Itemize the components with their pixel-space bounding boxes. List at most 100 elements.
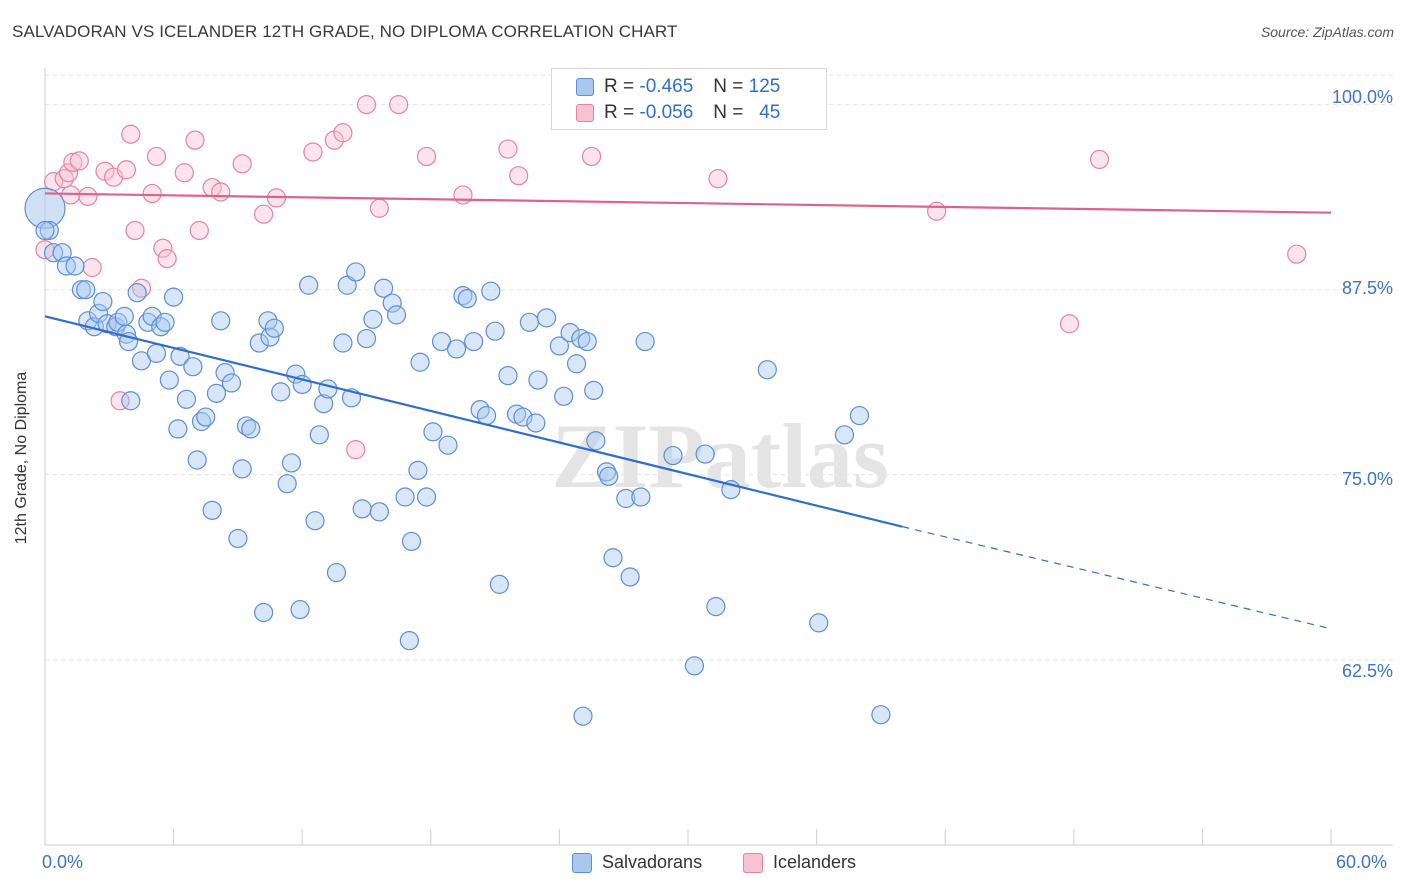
icelander-point: [1089, 149, 1110, 170]
icelander-point: [110, 391, 130, 411]
legend-row-icelanders: R = -0.056 N = 45: [576, 101, 780, 125]
salvadoran-point: [573, 706, 593, 726]
salvadoran-point: [408, 460, 428, 480]
salvadoran-point: [416, 487, 437, 507]
y-tick-label-75: 75.0%: [1341, 469, 1393, 489]
r-value: -0.056: [639, 102, 694, 123]
salvadoran-point: [326, 562, 347, 583]
salvadoran-point: [211, 311, 231, 331]
salvadoran-point: [260, 327, 280, 347]
icelander-point: [82, 257, 102, 278]
salvadoran-point: [333, 333, 353, 353]
icelander-point: [927, 201, 947, 221]
salvadorans-swatch: [576, 78, 594, 96]
salvadoran-point: [684, 656, 705, 676]
salvadoran-point: [65, 256, 85, 276]
icelander-point: [189, 220, 209, 241]
salvadoran-point: [71, 280, 92, 300]
icelanders-legend-label: Icelanders: [773, 852, 857, 872]
salvadoran-point: [457, 288, 477, 309]
salvadoran-point: [554, 386, 574, 406]
icelander-point: [157, 249, 177, 269]
icelander-point: [232, 154, 252, 174]
salvadoran-point: [346, 262, 366, 282]
icelander-point: [125, 220, 145, 241]
legend-item-salvadorans[interactable]: Salvadorans: [572, 852, 702, 873]
salvadoran-point: [164, 287, 184, 307]
salvadoran-point: [423, 422, 443, 442]
salvadoran-point: [549, 336, 570, 356]
salvadoran-point: [401, 531, 422, 552]
icelander-point: [153, 238, 173, 258]
icelander-point: [389, 95, 409, 115]
n-value: 125: [748, 76, 781, 97]
salvadoran-point: [489, 574, 509, 594]
salvadoran-point: [399, 631, 419, 651]
salvadoran-point: [834, 425, 855, 445]
salvadoran-point: [352, 499, 372, 519]
icelander-point: [1059, 314, 1080, 334]
source-label: Source: ZipAtlas.com: [1260, 24, 1394, 40]
salvadoran-point: [281, 453, 302, 473]
salvadoran-point: [264, 318, 284, 338]
n-value: 45: [759, 102, 781, 123]
icelander-point: [63, 152, 83, 172]
salvadoran-point: [871, 705, 891, 725]
n-label: N =: [713, 76, 744, 97]
salvadoran-point: [631, 487, 651, 507]
y-tick-label-62-5: 62.5%: [1341, 661, 1393, 681]
salvadoran-point: [356, 328, 377, 349]
icelander-point: [69, 151, 89, 171]
salvadoran-point: [254, 602, 274, 623]
icelander-point: [369, 198, 389, 218]
salvadoran-point: [560, 323, 580, 343]
salvadoran-point: [228, 528, 248, 549]
salvadoran-point: [476, 405, 497, 426]
salvadoran-point: [241, 419, 261, 439]
salvadoran-point: [176, 389, 197, 409]
icelander-point: [708, 169, 728, 189]
icelander-point: [453, 185, 473, 205]
icelander-point: [498, 139, 518, 159]
salvadoran-point: [232, 459, 252, 479]
salvadoran-point: [121, 391, 141, 411]
salvadoran-point: [35, 220, 55, 241]
salvadoran-point: [616, 488, 636, 509]
salvadoran-point: [620, 567, 640, 587]
salvadoran-point: [168, 419, 188, 439]
salvadoran-point: [170, 346, 190, 366]
icelander-point: [58, 163, 79, 183]
salvadorans-trend-line: [44, 315, 903, 528]
salvadoran-point: [146, 343, 167, 363]
icelanders-trend-line: [44, 192, 1332, 214]
icelanders-legend-swatch: [743, 852, 763, 873]
salvadoran-point: [39, 220, 59, 241]
icelanders-swatch: [576, 104, 594, 122]
salvadorans-legend-label: Salvadorans: [602, 852, 703, 872]
legend-item-icelanders[interactable]: Icelanders: [743, 852, 856, 873]
salvadoran-point: [481, 281, 501, 301]
salvadorans-points: [24, 95, 891, 726]
salvadoran-point: [318, 379, 338, 399]
salvadoran-point: [757, 360, 777, 380]
salvadoran-point: [382, 293, 402, 313]
trend-lines: [44, 192, 1332, 630]
icelander-point: [509, 166, 529, 186]
salvadoran-point: [24, 187, 66, 229]
salvadoran-point: [536, 308, 557, 328]
icelander-point: [142, 183, 162, 204]
salvadoran-point: [706, 596, 726, 617]
icelander-point: [185, 130, 205, 150]
r-label: R =: [604, 102, 635, 123]
salvadoran-point: [183, 357, 203, 377]
salvadoran-point: [290, 599, 310, 620]
icelander-point: [78, 186, 98, 207]
icelander-point: [146, 146, 167, 167]
chart-title: SALVADORAN VS ICELANDER 12TH GRADE, NO D…: [12, 22, 678, 41]
salvadoran-point: [277, 474, 297, 494]
salvadoran-point: [249, 333, 269, 353]
salvadoran-point: [395, 487, 415, 507]
salvadoran-point: [438, 435, 458, 455]
icelander-point: [303, 142, 323, 162]
